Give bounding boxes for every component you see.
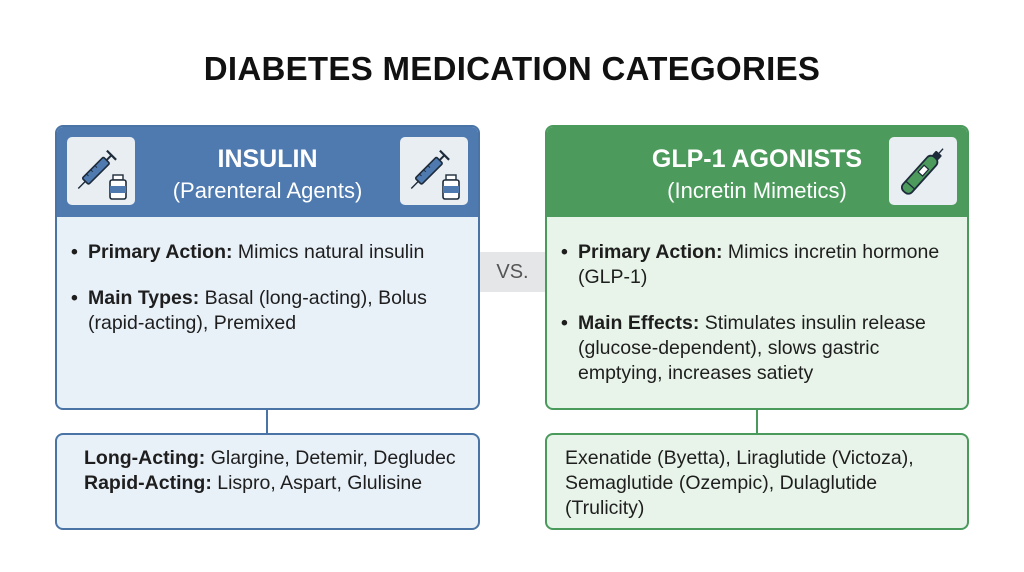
glp1-examples-text: Exenatide (Byetta), Liraglutide (Victoza… bbox=[565, 447, 914, 519]
syringe-vial-icon bbox=[67, 137, 135, 205]
glp1-card-header: GLP-1 AGONISTS (Incretin Mimetics) bbox=[547, 127, 967, 217]
glp1-card: GLP-1 AGONISTS (Incretin Mimetics) Prima… bbox=[545, 125, 969, 410]
glp1-examples-box: Exenatide (Byetta), Liraglutide (Victoza… bbox=[545, 433, 969, 530]
insulin-primary-action: Primary Action: Mimics natural insulin bbox=[71, 240, 468, 265]
glp1-title: GLP-1 AGONISTS bbox=[651, 145, 863, 173]
glp1-primary-action: Primary Action: Mimics incretin hormone … bbox=[561, 240, 957, 290]
glp1-bullets: Primary Action: Mimics incretin hormone … bbox=[561, 240, 957, 407]
insulin-main-types: Main Types: Basal (long-acting), Bolus (… bbox=[71, 286, 468, 336]
syringe-vial-icon bbox=[400, 137, 468, 205]
insulin-card: INSULIN (Parenteral Agents) Primary Acti bbox=[55, 125, 480, 410]
glp1-main-effects: Main Effects: Stimulates insulin release… bbox=[561, 311, 957, 386]
insulin-examples-box: Long-Acting: Glargine, Detemir, Degludec… bbox=[55, 433, 480, 530]
insulin-bullets: Primary Action: Mimics natural insulin M… bbox=[71, 240, 468, 357]
insulin-long-acting: Long-Acting: Glargine, Detemir, Degludec bbox=[84, 447, 456, 469]
vs-label: VS. bbox=[480, 252, 545, 292]
insulin-title: INSULIN bbox=[217, 145, 318, 173]
injection-pen-icon bbox=[889, 137, 957, 205]
insulin-connector bbox=[266, 410, 268, 434]
page-title: DIABETES MEDICATION CATEGORIES bbox=[203, 50, 821, 87]
glp1-subtitle: (Incretin Mimetics) bbox=[667, 178, 847, 203]
insulin-rapid-acting: Rapid-Acting: Lispro, Aspart, Glulisine bbox=[84, 472, 423, 494]
insulin-subtitle: (Parenteral Agents) bbox=[172, 178, 363, 203]
insulin-card-header: INSULIN (Parenteral Agents) bbox=[57, 127, 478, 217]
glp1-connector bbox=[756, 410, 758, 434]
